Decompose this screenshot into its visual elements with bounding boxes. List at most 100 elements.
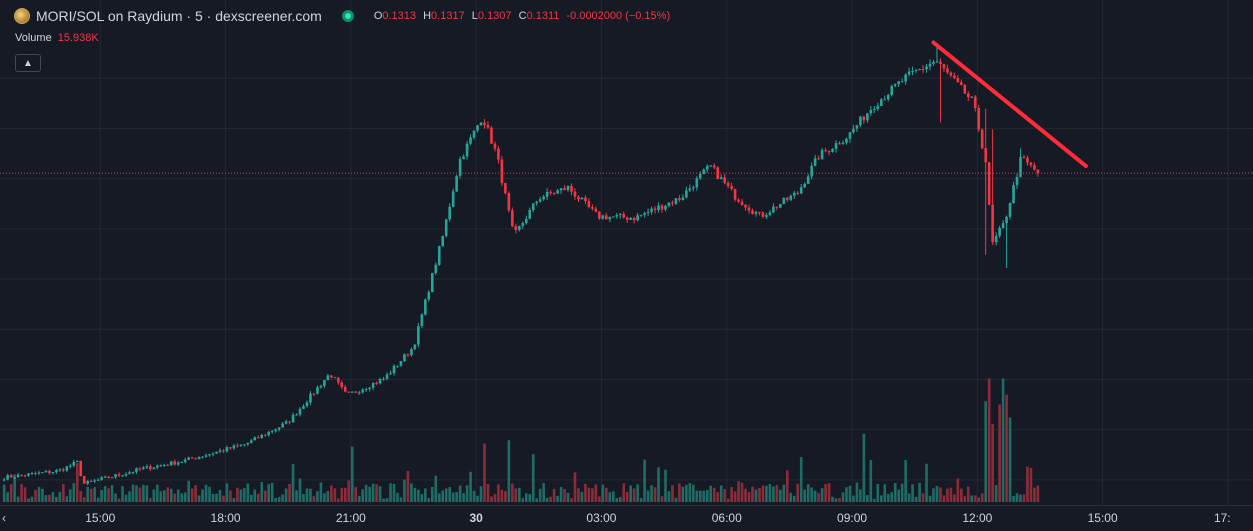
candles [2, 47, 1040, 486]
volume-bar [23, 487, 27, 502]
volume-bar [876, 483, 880, 502]
volume-bar [267, 484, 270, 502]
volume-bar [733, 491, 737, 502]
candle-body [692, 187, 695, 189]
volume-bar [208, 486, 211, 502]
candle-body [256, 437, 260, 439]
candle-body [483, 122, 486, 125]
chevron-up-icon[interactable]: ▲ [15, 54, 41, 72]
candle-body [281, 423, 284, 428]
volume-bar [970, 495, 974, 502]
candle-body [434, 264, 438, 274]
candle-body [514, 226, 518, 230]
open-value: 0.1313 [382, 10, 417, 22]
x-tick-label: 12:00 [962, 511, 992, 525]
volume-bar [410, 483, 413, 502]
candle-body [824, 150, 827, 152]
candle-body [521, 222, 525, 226]
candle-body [866, 113, 869, 121]
candle-body [775, 206, 779, 208]
candle-body [639, 214, 643, 216]
candle-body [542, 196, 545, 200]
candle-body [636, 215, 639, 221]
volume-bar [124, 494, 128, 502]
volume-bar [316, 491, 319, 502]
candle-body [897, 81, 900, 85]
candle-body [364, 388, 368, 390]
volume-bar [998, 404, 1001, 502]
candle-body [987, 162, 991, 205]
candle-body [305, 402, 309, 407]
volume-bar [218, 489, 222, 502]
candle-body [980, 129, 984, 149]
volume-bar [204, 484, 208, 502]
volume-bar [897, 489, 900, 502]
chart-title[interactable]: MORI/SOL on Raydium · 5 · dexscreener.co… [36, 8, 322, 24]
volume-bar [455, 492, 458, 502]
candle-body [1026, 157, 1029, 163]
volume-bar [1033, 487, 1036, 502]
candle-body [399, 361, 403, 366]
candle-body [159, 465, 163, 467]
candle-body [1008, 203, 1012, 217]
candle-body [883, 99, 887, 101]
volume-bar [810, 487, 813, 502]
trendline-drawing[interactable] [931, 40, 1088, 169]
candle-body [963, 84, 967, 94]
candle-body [1001, 223, 1005, 229]
candle-body [719, 177, 723, 179]
scroll-left-icon[interactable]: ‹ [2, 511, 6, 525]
volume-bar [420, 494, 424, 502]
candle-body [660, 205, 664, 210]
volume-bar [229, 490, 232, 502]
candle-body [176, 462, 180, 465]
volume-bar [176, 489, 180, 502]
time-axis[interactable]: 15:00 18:00 21:00 30 03:00 06:00 09:00 12:00 15:… [2, 511, 1231, 525]
volume-bar [514, 488, 518, 502]
candle-body [827, 151, 831, 153]
volume-bar [274, 497, 277, 502]
candle-body [455, 175, 458, 192]
volume-bar [625, 492, 629, 502]
volume-bar [566, 492, 570, 502]
volume-bar [949, 487, 953, 502]
volume-bars [2, 378, 1040, 502]
volume-bar [859, 489, 862, 502]
volume-bar [236, 487, 239, 502]
volume-bar [524, 493, 528, 502]
volume-bar [879, 495, 883, 502]
volume-bar [166, 487, 170, 502]
volume-bar [86, 486, 90, 502]
volume-bar [653, 487, 657, 502]
volume-bar [841, 492, 845, 502]
candle-body [566, 185, 570, 191]
candle-body [904, 74, 907, 82]
candle-body [6, 475, 9, 480]
candle-body [162, 464, 166, 466]
candle-body [580, 197, 584, 200]
volume-bar [486, 484, 490, 502]
candle-body [218, 450, 222, 452]
candle-body [733, 188, 737, 200]
candle-body [451, 191, 455, 207]
volume-bar [866, 494, 869, 502]
volume-bar [824, 484, 827, 502]
volume-bar [907, 493, 911, 502]
volume-bar [827, 483, 831, 502]
volume-bar [664, 469, 667, 502]
candle-body [274, 429, 277, 432]
candle-body [420, 314, 424, 326]
candle-body [1022, 156, 1026, 158]
candle-body [490, 127, 493, 144]
volume-bar [180, 493, 183, 502]
candle-body [855, 125, 859, 129]
candle-body [893, 84, 897, 86]
candle-body [584, 197, 587, 201]
volume-bar [215, 493, 218, 502]
volume-bar [347, 480, 351, 502]
candle-body [573, 191, 577, 197]
volume-bar [399, 497, 403, 502]
candle-body [747, 207, 751, 211]
